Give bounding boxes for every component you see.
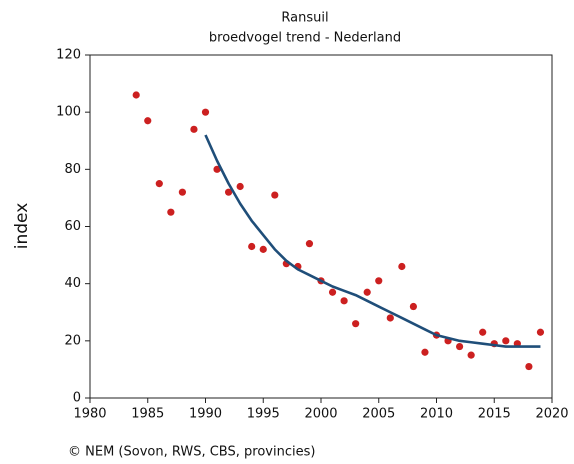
data-point [398, 262, 406, 271]
data-point [132, 91, 140, 99]
data-point [479, 328, 487, 336]
chart-subtitle: broedvogel trend - Nederland [209, 31, 401, 46]
y-tick-label: 20 [64, 333, 81, 348]
y-tick-label: 60 [64, 219, 81, 234]
data-point [155, 180, 163, 188]
x-tick-label: 1980 [73, 407, 106, 422]
chart-title: Ransuil [281, 11, 328, 26]
data-point [178, 188, 186, 196]
data-point [386, 314, 394, 322]
data-point [259, 245, 267, 253]
data-point [456, 342, 464, 351]
x-tick-label: 2005 [362, 407, 395, 422]
y-tick-label: 120 [56, 48, 81, 63]
footer: © NEM (Sovon, RWS, CBS, provincies) [68, 445, 315, 460]
data-point [144, 117, 152, 125]
y-tick-label: 80 [64, 162, 81, 177]
data-point [190, 125, 198, 133]
x-tick-label: 2015 [478, 407, 511, 422]
data-point [167, 208, 175, 216]
x-tick-label: 1995 [247, 407, 280, 422]
plot-frame [89, 54, 553, 399]
x-tick-label: 2010 [420, 407, 453, 422]
trend-line [204, 134, 541, 348]
y-tick-label: 0 [73, 391, 81, 406]
data-point [536, 328, 545, 336]
y-axis-label: index [12, 203, 32, 250]
x-tick-label: 1990 [189, 407, 222, 422]
x-tick-label: 2020 [535, 407, 568, 422]
data-point [201, 108, 210, 116]
data-point [213, 165, 221, 173]
data-point [409, 302, 417, 311]
data-point [271, 191, 279, 199]
data-point [328, 288, 337, 296]
y-tick-label: 100 [56, 105, 81, 120]
data-point [502, 337, 510, 345]
x-tick-label: 1985 [131, 407, 164, 422]
data-point [525, 362, 533, 371]
data-point [467, 351, 475, 359]
y-tick-label: 40 [64, 276, 81, 291]
data-point [375, 277, 383, 285]
data-point [305, 240, 314, 248]
data-point [236, 182, 244, 191]
data-point [352, 320, 360, 328]
data-point [340, 297, 348, 305]
x-tick-label: 2000 [304, 407, 337, 422]
data-point [421, 348, 429, 356]
data-point [248, 242, 256, 251]
data-point [363, 288, 371, 296]
data-point [225, 188, 233, 196]
